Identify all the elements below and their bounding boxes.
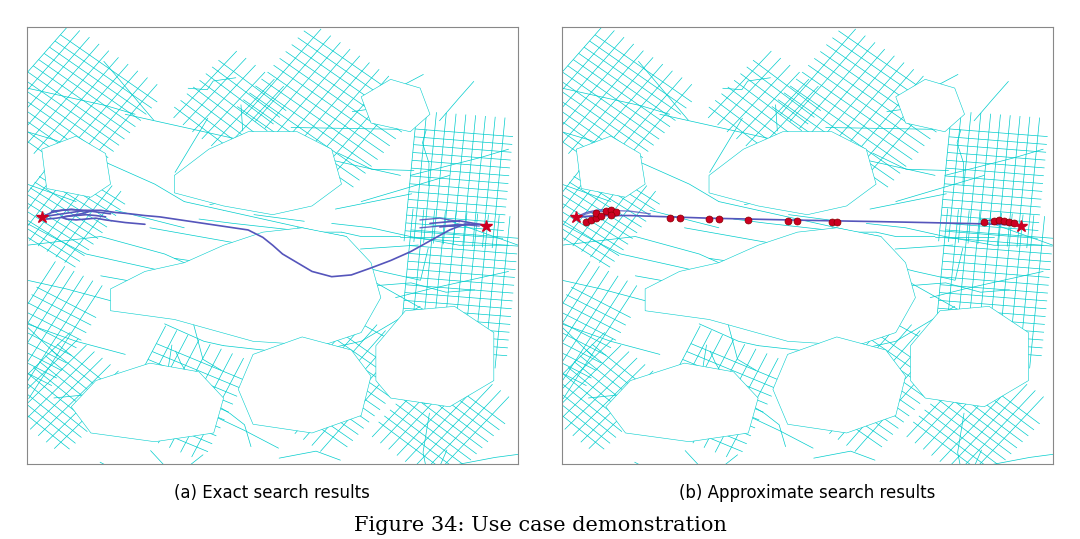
Polygon shape	[708, 132, 876, 215]
Polygon shape	[361, 79, 430, 132]
Text: (b) Approximate search results: (b) Approximate search results	[678, 484, 935, 502]
Polygon shape	[71, 363, 224, 442]
Polygon shape	[175, 132, 341, 215]
Text: (a) Exact search results: (a) Exact search results	[174, 484, 370, 502]
Polygon shape	[376, 306, 494, 407]
Text: Figure 34: Use case demonstration: Figure 34: Use case demonstration	[353, 516, 727, 535]
Polygon shape	[577, 136, 645, 197]
Polygon shape	[110, 228, 381, 345]
Polygon shape	[773, 337, 905, 433]
Polygon shape	[42, 136, 110, 197]
Polygon shape	[895, 79, 964, 132]
Polygon shape	[239, 337, 372, 433]
Polygon shape	[606, 363, 758, 442]
Polygon shape	[645, 228, 916, 345]
Polygon shape	[910, 306, 1028, 407]
